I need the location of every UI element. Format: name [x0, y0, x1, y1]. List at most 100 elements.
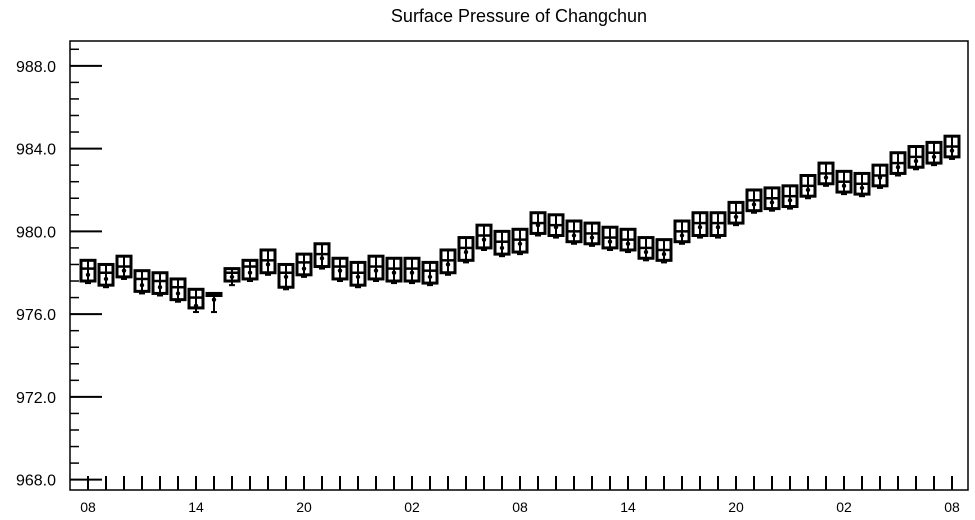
box: [277, 262, 295, 291]
box: [619, 227, 637, 254]
box: [583, 221, 601, 247]
box: [403, 256, 421, 285]
box-mean-point: [283, 274, 289, 280]
box-mean-point: [355, 274, 361, 280]
box-mean-point: [85, 272, 91, 278]
box: [781, 184, 799, 210]
box: [187, 287, 205, 314]
x-tick-label: 08: [944, 499, 960, 515]
box: [79, 258, 97, 285]
box: [169, 277, 187, 303]
box-mean-point: [823, 175, 829, 180]
x-tick-label: 14: [620, 499, 636, 515]
box: [853, 171, 871, 198]
x-tick-label: 14: [188, 499, 204, 515]
box-mean-point: [949, 148, 955, 153]
box: [205, 291, 223, 314]
box: [457, 236, 475, 264]
box-mean-point: [643, 249, 649, 255]
y-tick-label: 980.0: [16, 224, 56, 241]
box-mean-point: [247, 270, 253, 275]
box: [907, 145, 925, 171]
box: [835, 169, 853, 196]
y-tick-label: 972.0: [16, 390, 56, 407]
box-mean-point: [427, 274, 433, 280]
box: [133, 269, 151, 295]
box: [745, 188, 763, 214]
box: [475, 223, 493, 251]
box-mean-point: [193, 303, 199, 309]
box-mean-point: [157, 285, 163, 290]
box-mean-point: [319, 256, 325, 261]
box-mean-point: [121, 268, 127, 273]
box: [547, 213, 565, 239]
x-tick-label: 02: [836, 499, 852, 515]
box: [817, 161, 835, 187]
box: [97, 262, 115, 289]
box-mean-point: [751, 202, 757, 207]
box-mean-point: [841, 183, 847, 189]
box: [871, 163, 889, 189]
box-mean-point: [445, 262, 451, 267]
x-tick-label: 08: [80, 499, 96, 515]
box: [709, 211, 727, 239]
box: [691, 211, 709, 239]
box: [115, 254, 133, 280]
box-mean-point: [715, 225, 721, 230]
box-mean-point: [625, 241, 631, 246]
x-tick-label: 20: [728, 499, 744, 515]
box: [511, 227, 529, 256]
box-mean-point: [589, 235, 595, 240]
box-mean-point: [607, 239, 613, 244]
y-tick-label: 988.0: [16, 59, 56, 76]
box: [223, 267, 241, 287]
box-mean-point: [877, 175, 883, 180]
box-mean-point: [139, 282, 145, 288]
box-mean-point: [103, 276, 109, 282]
box: [331, 256, 349, 283]
box: [763, 186, 781, 212]
box: [925, 140, 943, 167]
x-tick-label: 02: [404, 499, 420, 515]
box: [313, 242, 331, 270]
box: [529, 211, 547, 237]
y-tick-label: 968.0: [16, 473, 56, 490]
box: [259, 248, 277, 276]
plot-frame: [69, 40, 969, 491]
box: [349, 260, 367, 289]
box: [493, 229, 511, 258]
box: [421, 260, 439, 287]
box: [241, 258, 259, 283]
box-mean-point: [229, 274, 235, 280]
box: [637, 236, 655, 262]
box-mean-point: [265, 262, 271, 267]
box-mean-point: [805, 187, 811, 193]
box: [367, 254, 385, 283]
box-mean-point: [211, 297, 217, 302]
box-mean-point: [697, 225, 703, 230]
box-mean-point: [787, 198, 793, 203]
box-mean-point: [373, 268, 379, 273]
box: [943, 134, 961, 160]
box-series: [79, 134, 961, 314]
box-mean-point: [679, 233, 685, 238]
box: [385, 256, 403, 285]
box-mean-point: [769, 200, 775, 205]
box-mean-point: [409, 270, 415, 275]
x-tick-label: 20: [296, 499, 312, 515]
box: [889, 151, 907, 177]
box: [727, 200, 745, 227]
box: [799, 173, 817, 200]
box-mean-point: [463, 249, 469, 255]
chart-title: Surface Pressure of Changchun: [391, 6, 647, 26]
box: [565, 219, 583, 245]
box-mean-point: [913, 158, 919, 164]
y-axis: 968.0 972.0 976.0 980.0 984.0 988.0: [16, 48, 102, 490]
box-mean-point: [895, 165, 901, 170]
box-mean-point: [391, 270, 397, 275]
x-axis: 08 14 20 02 08 14 20 02 08: [80, 476, 960, 515]
box: [601, 225, 619, 251]
box: [673, 219, 691, 245]
box-mean-point: [337, 268, 343, 273]
box-mean-point: [931, 154, 937, 160]
